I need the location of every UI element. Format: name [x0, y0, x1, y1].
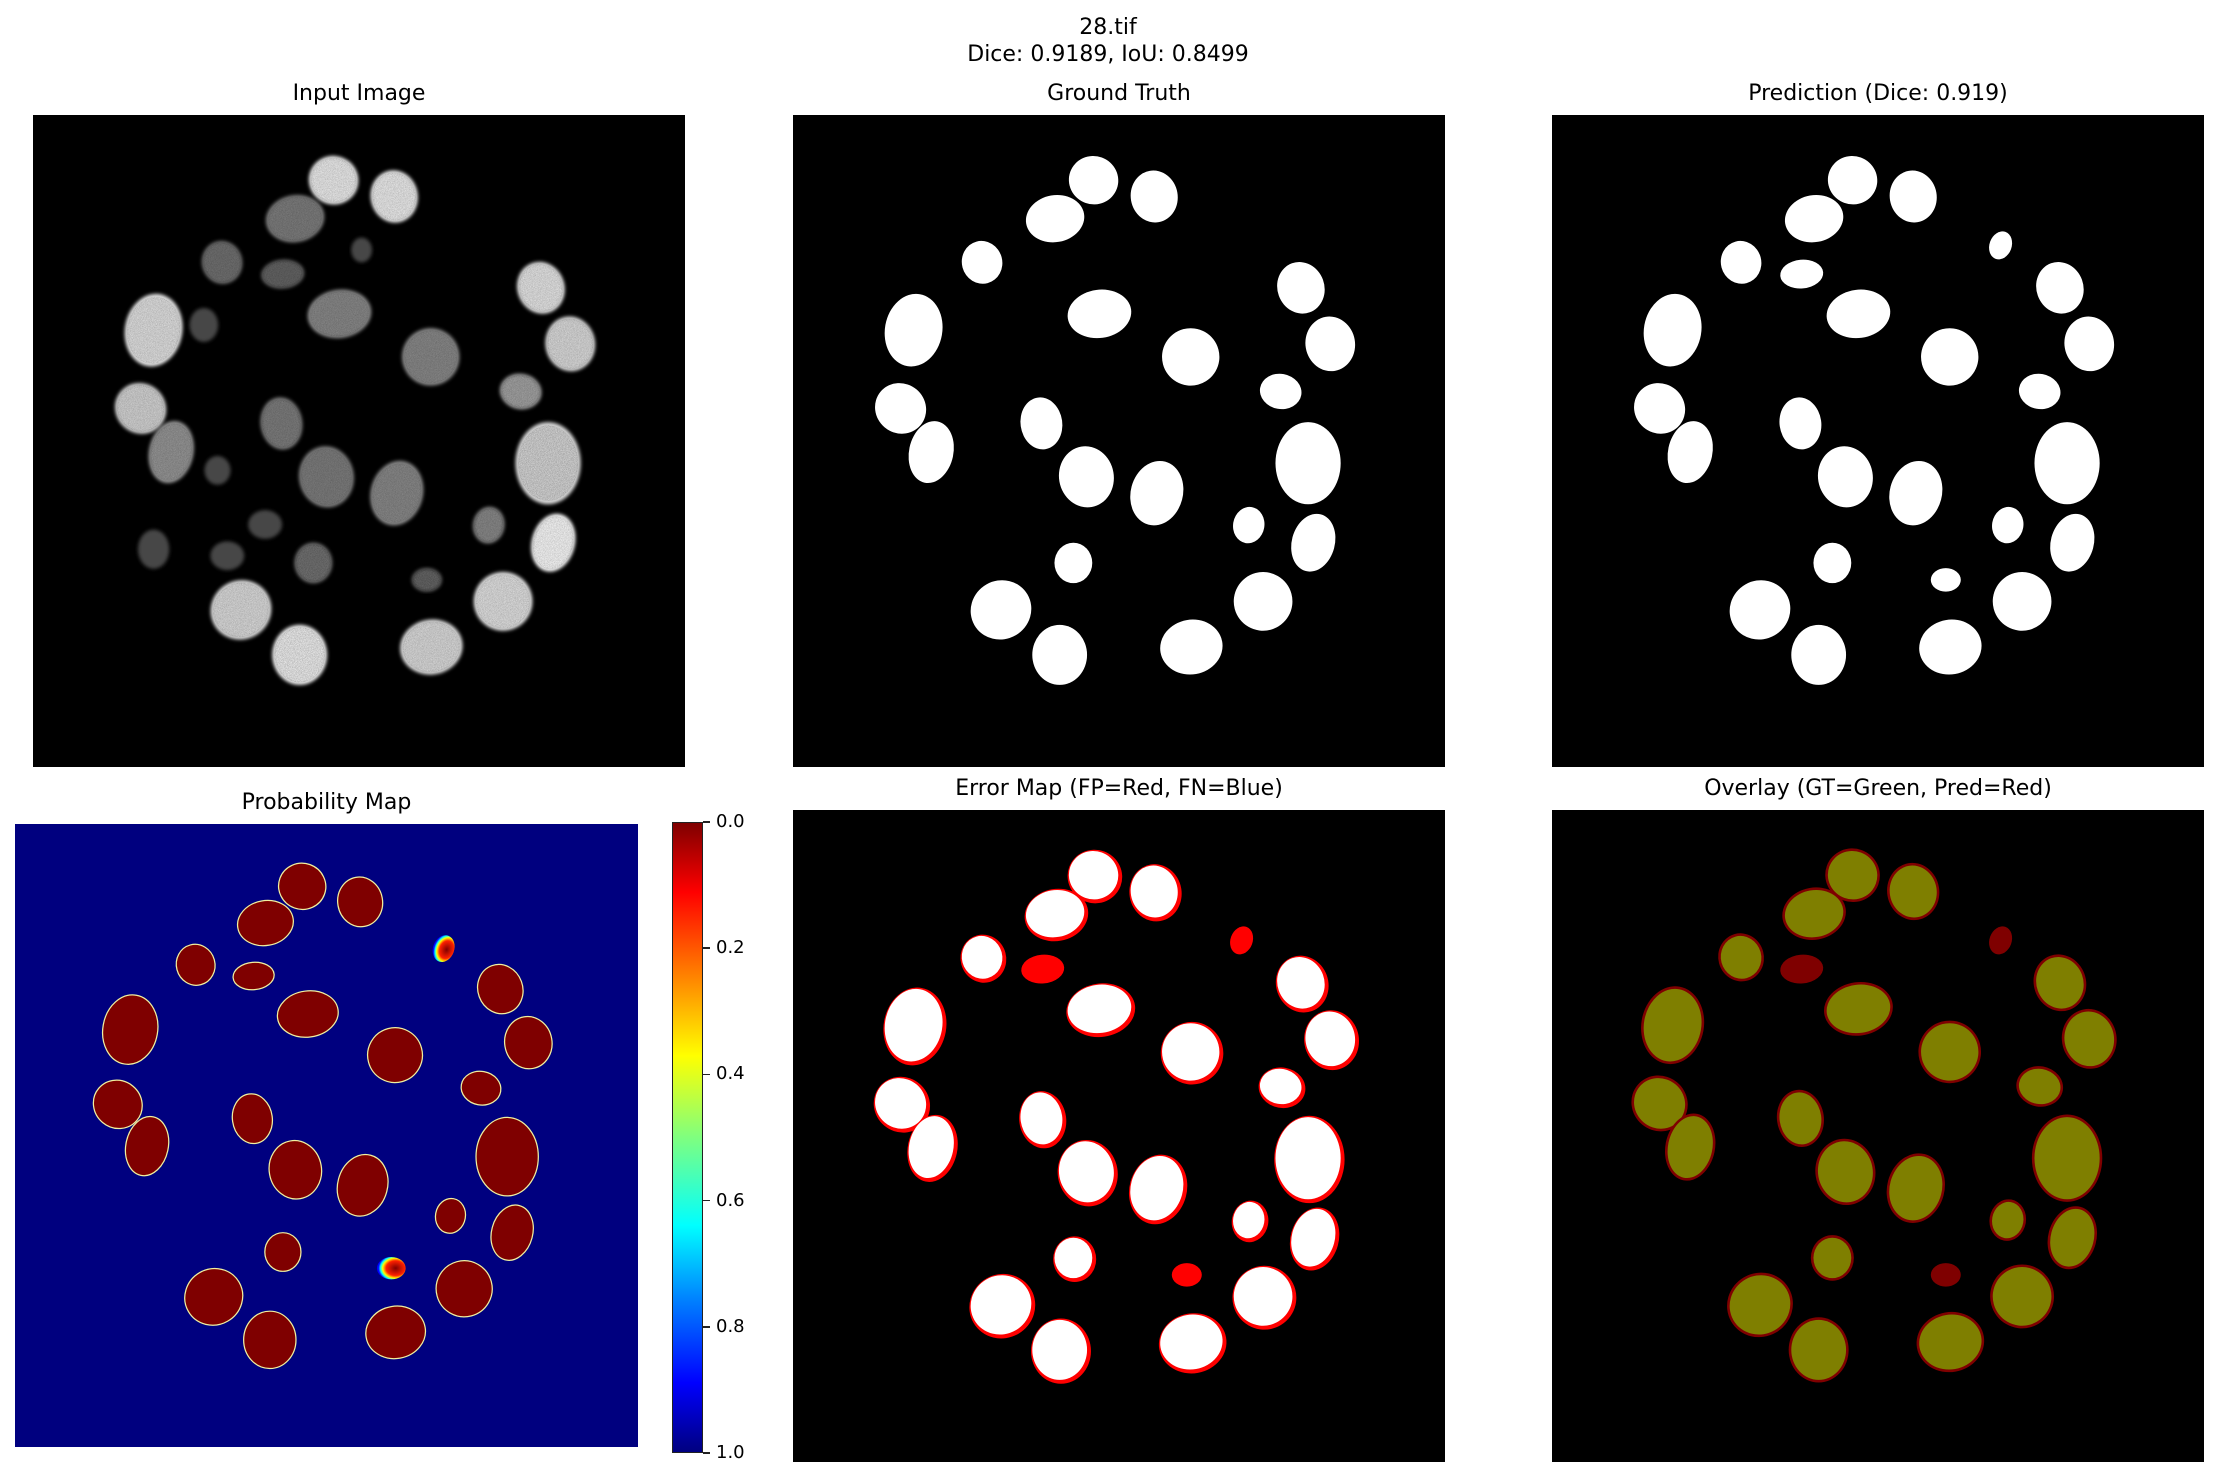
prediction-title: Prediction (Dice: 0.919) — [1748, 81, 2008, 106]
probability-map-panel — [15, 824, 638, 1447]
colorbar-tick — [703, 821, 710, 823]
colorbar-tick-label: 0.6 — [716, 1189, 745, 1211]
colorbar-tick — [703, 1326, 710, 1328]
colorbar-tick-label: 0.0 — [716, 811, 745, 832]
colorbar-tick — [703, 947, 710, 949]
ground-truth-panel — [793, 115, 1445, 767]
input-image-panel — [33, 115, 685, 767]
colorbar-tick — [703, 1073, 710, 1076]
ground-truth-title: Ground Truth — [1047, 81, 1191, 106]
overlay-title: Overlay (GT=Green, Pred=Red) — [1704, 776, 2052, 801]
overlay-panel — [1552, 810, 2204, 1462]
input-image-title: Input Image — [292, 81, 426, 106]
colorbar-tick-label: 0.4 — [716, 1063, 745, 1085]
suptitle-filename: 28.tif — [1079, 15, 1137, 40]
error-map-panel — [793, 810, 1445, 1462]
prediction-panel — [1552, 115, 2204, 767]
colorbar-tick — [703, 1199, 710, 1202]
suptitle-metrics: Dice: 0.9189, IoU: 0.8499 — [967, 42, 1249, 67]
figure-suptitle: 28.tif Dice: 0.9189, IoU: 0.8499 — [0, 14, 2216, 68]
probability-map-title: Probability Map — [241, 790, 412, 815]
colorbar — [672, 822, 703, 1453]
colorbar-tick-label: 0.8 — [716, 1315, 745, 1337]
colorbar-tick — [703, 1452, 710, 1454]
colorbar-tick-label: 0.2 — [716, 937, 745, 959]
colorbar-tick-label: 1.0 — [716, 1442, 745, 1463]
error-map-title: Error Map (FP=Red, FN=Blue) — [955, 776, 1283, 801]
